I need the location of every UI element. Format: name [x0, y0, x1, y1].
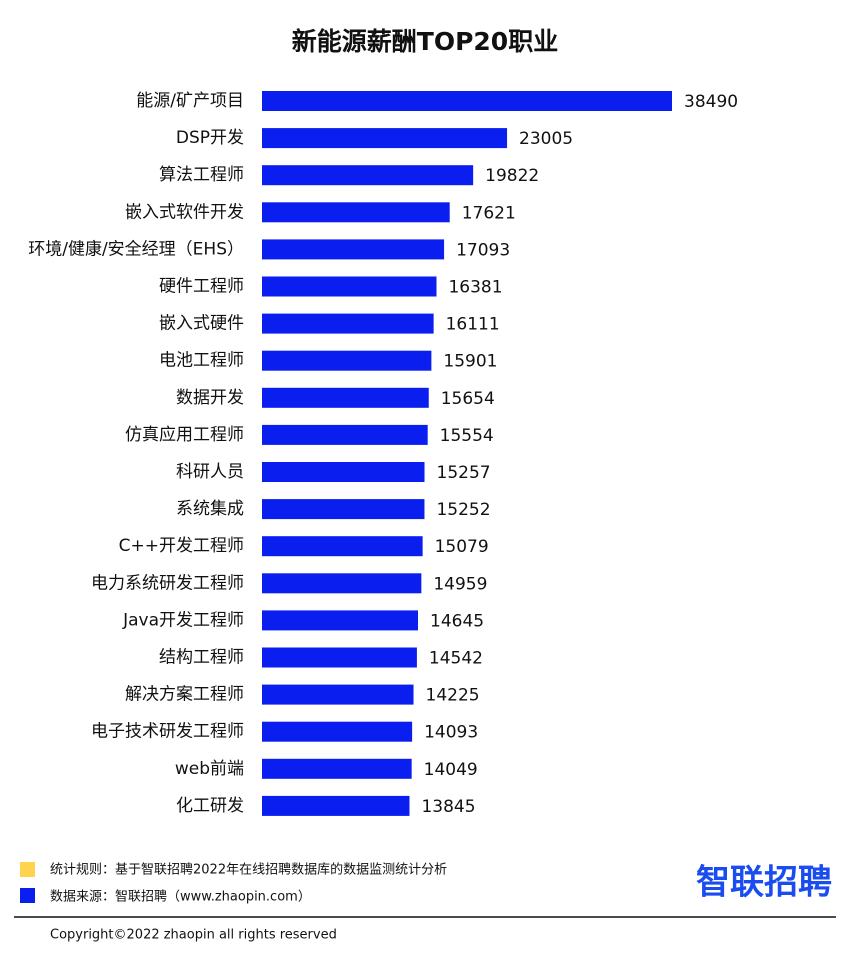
bar — [262, 610, 419, 631]
category-label: 结构工程师 — [159, 648, 244, 668]
bar — [262, 276, 437, 297]
bar — [262, 721, 413, 742]
bar — [262, 758, 412, 779]
value-label: 15901 — [443, 352, 497, 372]
value-label: 14225 — [426, 686, 480, 706]
value-label: 14959 — [433, 574, 487, 594]
category-label: web前端 — [175, 759, 244, 779]
bar — [262, 462, 425, 482]
footer-rule: 统计规则：基于智联招聘2022年在线招聘数据库的数据监测统计分析 — [50, 862, 447, 878]
category-label: 环境/健康/安全经理（EHS） — [28, 239, 244, 259]
category-label: DSP开发 — [176, 128, 244, 148]
bar — [262, 202, 450, 223]
bar — [262, 684, 414, 705]
value-label: 19822 — [485, 166, 539, 186]
value-label: 38490 — [684, 92, 738, 112]
category-label: 能源/矿产项目 — [136, 91, 244, 111]
copyright: Copyright©2022 zhaopin all rights reserv… — [50, 928, 337, 943]
category-label: 解决方案工程师 — [125, 685, 244, 705]
category-label: 嵌入式硬件 — [159, 314, 244, 334]
bar — [262, 239, 445, 260]
category-label: Java开发工程师 — [122, 610, 244, 630]
category-label: 系统集成 — [176, 499, 244, 519]
value-label: 15252 — [436, 500, 490, 520]
category-label: 仿真应用工程师 — [125, 425, 244, 445]
source-icon — [20, 888, 35, 903]
category-label: C++开发工程师 — [119, 536, 244, 556]
bar — [262, 424, 428, 445]
value-label: 16111 — [446, 315, 500, 335]
bar — [262, 387, 429, 408]
rule-icon — [20, 862, 35, 877]
value-label: 13845 — [421, 797, 475, 817]
value-label: 14645 — [430, 611, 484, 631]
value-label: 23005 — [519, 129, 573, 149]
category-label: 化工研发 — [176, 796, 244, 816]
bar — [262, 91, 672, 111]
value-label: 15257 — [437, 463, 491, 483]
category-label: 电子技术研发工程师 — [91, 722, 244, 742]
bar — [262, 165, 474, 186]
bar — [262, 128, 508, 149]
category-label: 数据开发 — [176, 388, 244, 408]
footer-source: 数据来源：智联招聘（www.zhaopin.com） — [50, 890, 311, 905]
bar — [262, 536, 423, 557]
value-label: 15554 — [440, 426, 494, 446]
value-label: 15079 — [435, 537, 489, 557]
category-label: 电力系统研发工程师 — [91, 573, 244, 593]
value-label: 14049 — [424, 760, 478, 780]
value-label: 14542 — [429, 649, 483, 669]
category-label: 电池工程师 — [159, 351, 244, 371]
value-label: 14093 — [424, 723, 478, 743]
bar — [262, 499, 425, 520]
logo: 智联招聘 — [696, 863, 832, 903]
bar — [262, 573, 422, 594]
bar — [262, 647, 417, 668]
chart-title: 新能源薪酬TOP20职业 — [292, 27, 558, 56]
value-label: 17621 — [462, 203, 516, 223]
bar — [262, 313, 434, 334]
bar — [262, 350, 432, 371]
category-label: 科研人员 — [176, 462, 244, 482]
category-label: 算法工程师 — [159, 165, 244, 185]
value-label: 15654 — [441, 389, 495, 409]
value-label: 17093 — [456, 240, 510, 260]
value-label: 16381 — [448, 278, 502, 298]
category-label: 嵌入式软件开发 — [125, 202, 244, 222]
bar — [262, 795, 410, 816]
category-label: 硬件工程师 — [159, 277, 244, 297]
